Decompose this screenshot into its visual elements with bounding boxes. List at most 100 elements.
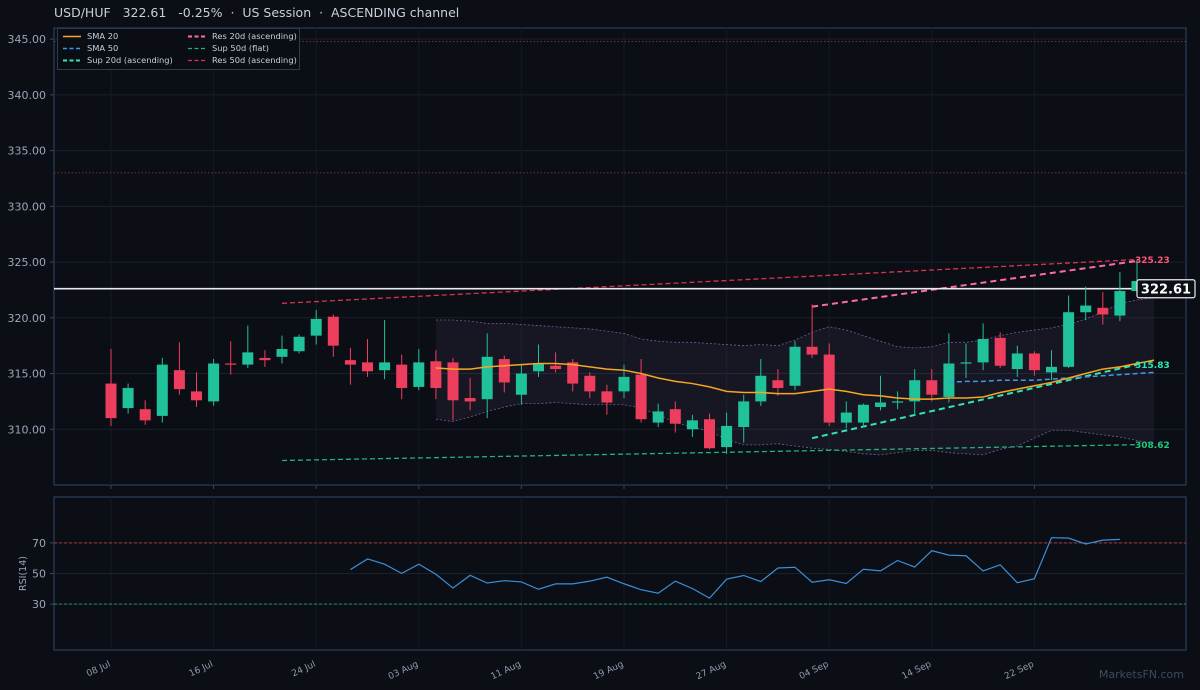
candle-body	[362, 362, 373, 372]
rsi-tick-label: 70	[32, 537, 46, 550]
level-label: 325.23	[1135, 256, 1170, 266]
y-tick-label: 335.00	[8, 145, 47, 158]
candle-body	[225, 363, 237, 365]
candle-body	[498, 359, 510, 383]
candle-body	[857, 404, 869, 423]
candle	[960, 343, 972, 378]
candle	[208, 359, 220, 406]
candle-body	[618, 376, 630, 392]
candle	[1011, 345, 1023, 377]
candle-body	[601, 391, 613, 403]
bollinger-lower-line	[435, 402, 1155, 456]
candle-body	[550, 365, 562, 370]
trendline	[811, 363, 1138, 440]
trendline	[281, 444, 1138, 462]
candle-body	[721, 425, 733, 448]
candle-body	[447, 362, 459, 401]
candle-body	[943, 363, 955, 397]
candle-body	[139, 409, 151, 421]
candle	[601, 384, 613, 415]
candle-body	[1028, 353, 1040, 371]
candle	[755, 359, 767, 406]
candle	[344, 347, 356, 385]
candle-body	[1114, 291, 1126, 316]
candle-body	[584, 375, 596, 392]
candle-body	[909, 380, 921, 402]
candle-body	[960, 362, 972, 364]
candle-body	[1011, 353, 1023, 370]
candle	[772, 369, 784, 396]
candle-body	[977, 338, 989, 363]
x-tick-label: 27 Aug	[695, 660, 728, 683]
candle-body	[669, 409, 681, 424]
candle	[293, 334, 305, 354]
candle-body	[533, 363, 544, 372]
y-tick-label: 330.00	[8, 200, 47, 213]
level-label: 308.62	[1135, 441, 1170, 451]
candle-body	[772, 380, 784, 389]
candle-body	[635, 374, 647, 420]
x-tick-label: 19 Aug	[592, 660, 625, 683]
legend-label: Res 50d (ascending)	[212, 55, 297, 65]
candle-body	[789, 346, 801, 386]
candle	[1114, 272, 1126, 322]
candle	[669, 401, 681, 433]
candle	[789, 341, 801, 391]
candle-body	[464, 398, 476, 402]
price-panel	[53, 27, 1187, 486]
price-tag-box	[1136, 279, 1196, 299]
candle	[242, 325, 254, 368]
sma20-line	[435, 359, 1155, 400]
candle-body	[259, 357, 271, 361]
chart-legend: SMA 20 SMA 50 Sup 20d (ascending) Res 20…	[57, 28, 300, 70]
candle-body	[1046, 366, 1057, 373]
candle-body	[310, 318, 322, 336]
candle	[225, 341, 237, 375]
candle-body	[1097, 307, 1109, 315]
candle-body	[515, 373, 527, 395]
candle	[823, 343, 835, 426]
candle	[738, 394, 750, 443]
candle-body	[704, 419, 715, 449]
x-tick-label: 24 Jul	[290, 660, 317, 680]
candle-body	[892, 401, 904, 403]
candle	[943, 333, 955, 403]
pattern-label: ASCENDING channel	[331, 5, 460, 20]
candle-body	[1063, 312, 1075, 367]
candle-body	[413, 362, 425, 387]
change-label: -0.25%	[178, 5, 223, 20]
y-tick-label: 325.00	[8, 256, 47, 269]
candle	[1046, 350, 1057, 381]
candle-body	[344, 360, 356, 365]
candle	[721, 412, 733, 454]
session-label: US Session	[242, 5, 312, 20]
candle	[498, 355, 510, 393]
candle	[857, 403, 869, 428]
level-label: 315.83	[1135, 361, 1170, 371]
candle	[430, 350, 442, 400]
rsi-axis-label: RSI(14)	[18, 556, 29, 591]
candle	[396, 354, 408, 400]
trendline	[281, 258, 1138, 304]
candle-body	[1080, 305, 1092, 313]
candle-body	[242, 352, 254, 365]
x-tick-label: 04 Sep	[798, 660, 831, 682]
trendline	[811, 259, 1138, 308]
rsi-tick-label: 50	[32, 568, 46, 581]
candle	[105, 349, 117, 426]
candle	[926, 369, 938, 402]
candle-body	[994, 337, 1006, 366]
candle	[1028, 351, 1040, 376]
candle-body	[875, 402, 886, 407]
candle-body	[173, 370, 185, 390]
y-tick-label: 340.00	[8, 89, 47, 102]
watermark: MarketsFN.com	[1098, 668, 1184, 681]
candle	[994, 332, 1006, 368]
legend-label: Res 20d (ascending)	[212, 31, 297, 41]
candle-body	[105, 383, 117, 419]
candle	[1097, 292, 1109, 325]
candle-body	[567, 362, 579, 384]
candle	[259, 350, 271, 367]
